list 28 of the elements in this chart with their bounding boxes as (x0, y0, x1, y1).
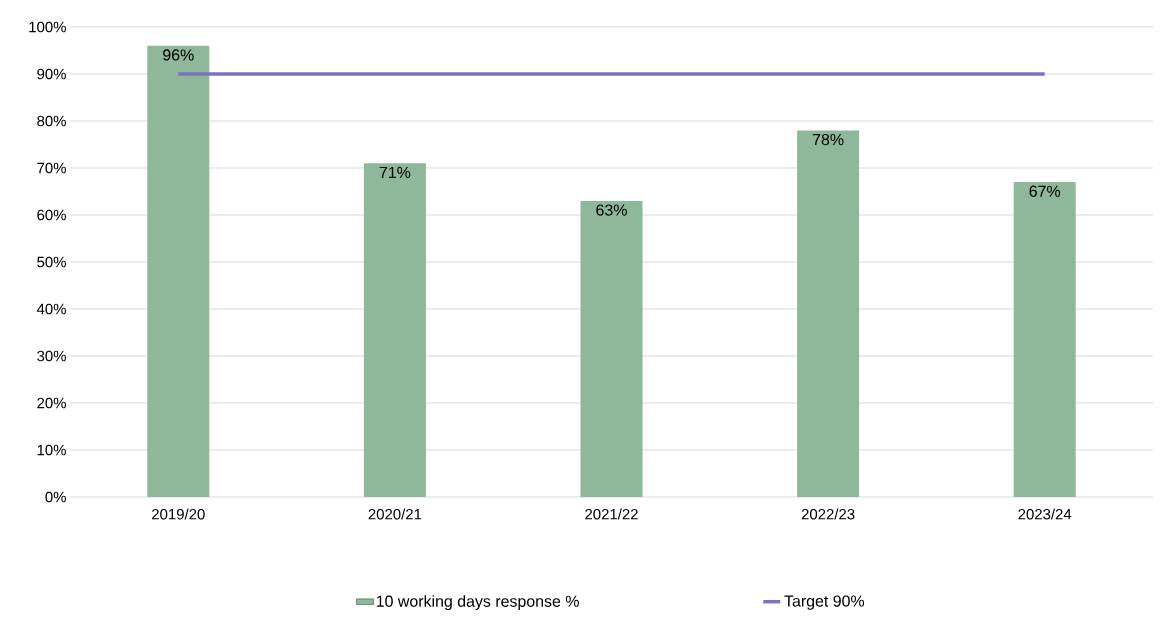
y-tick-label: 10% (37, 444, 66, 456)
bar (363, 163, 426, 497)
y-tick-label: 30% (37, 350, 66, 362)
x-tick-label: 2020/21 (368, 508, 422, 520)
y-tick-label: 0% (45, 491, 66, 503)
data-label: 67% (1029, 185, 1061, 197)
y-tick-label: 50% (37, 256, 66, 268)
legend-label: 10 working days response % (376, 595, 579, 611)
x-tick-label: 2022/23 (801, 508, 855, 520)
x-tick-label: 2023/24 (1018, 508, 1072, 520)
y-tick-label: 100% (29, 21, 66, 33)
bar (797, 130, 860, 497)
data-label: 71% (379, 166, 411, 178)
bar (580, 200, 643, 497)
bar (1013, 182, 1076, 497)
data-label: 63% (596, 204, 627, 216)
y-tick-label: 80% (37, 115, 66, 127)
y-tick-label: 90% (37, 68, 66, 80)
x-tick-label: 2019/20 (152, 508, 205, 520)
data-label: 78% (812, 133, 844, 146)
y-tick-label: 70% (37, 162, 66, 174)
y-tick-label: 40% (36, 303, 66, 315)
y-tick-label: 60% (37, 209, 66, 221)
bar (147, 45, 210, 497)
data-label: 96% (163, 49, 194, 61)
legend-label: Target 90% (784, 595, 865, 610)
y-tick-label: 20% (37, 397, 66, 409)
x-tick-label: 2021/22 (585, 508, 638, 520)
